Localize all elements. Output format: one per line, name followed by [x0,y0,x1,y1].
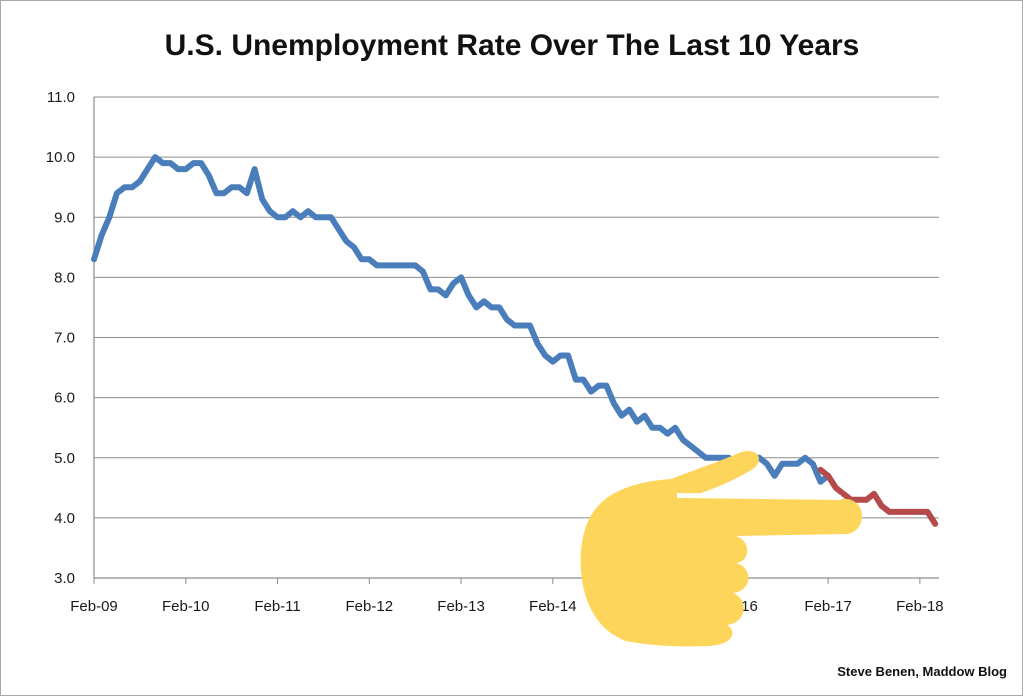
y-tick-label: 6.0 [54,390,75,407]
y-tick-label: 9.0 [54,209,75,226]
y-tick-label: 5.0 [54,450,75,467]
y-tick-label: 4.0 [54,510,75,527]
chart-title: U.S. Unemployment Rate Over The Last 10 … [165,29,860,62]
series-layer [91,154,939,527]
x-tick-label: Feb-18 [896,598,944,615]
x-tick-label: Feb-12 [346,598,394,615]
series-line-1 [91,154,832,485]
y-tick-label: 10.0 [46,149,75,166]
y-axis-ticks: 3.0 4.0 5.0 6.0 7.0 8.0 9.0 10.0 11.0 [46,89,75,587]
x-axis-ticks: Feb-09 Feb-10 Feb-11 Feb-12 Feb-13 Feb-14 -16 F… [70,578,944,615]
chart-credit: Steve Benen, Maddow Blog [837,664,1007,679]
y-tick-label: 11.0 [47,89,75,106]
x-tick-label: Feb-13 [437,598,485,615]
x-tick-label: Feb-17 [804,598,852,615]
x-tick-label: Feb-09 [70,598,118,615]
series-line-2 [817,466,939,527]
gridlines [93,96,939,579]
x-tick-label: Feb-11 [254,598,300,615]
y-tick-label: 7.0 [54,330,75,347]
pointing-hand-emoji [580,451,862,647]
y-tick-label: 8.0 [54,269,75,286]
x-tick-label: Feb-14 [529,598,577,615]
y-tick-label: 3.0 [54,570,75,587]
x-tick-label: Feb-10 [162,598,210,615]
